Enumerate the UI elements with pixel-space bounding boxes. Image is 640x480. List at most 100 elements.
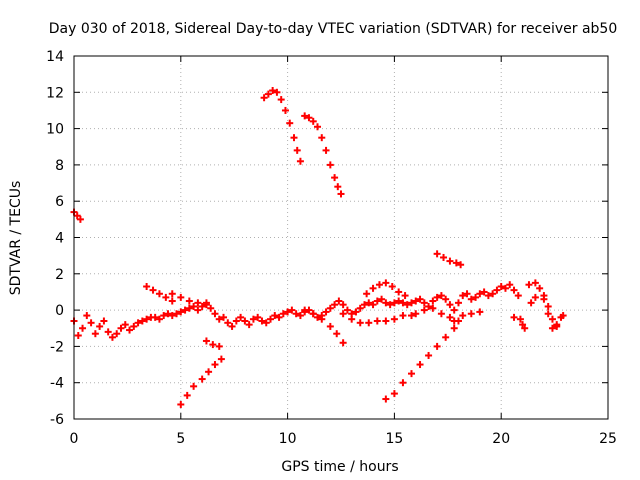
data-point bbox=[185, 304, 193, 312]
data-point bbox=[183, 391, 191, 399]
data-point bbox=[117, 324, 125, 332]
data-point bbox=[113, 330, 121, 338]
data-point bbox=[536, 284, 544, 292]
data-point bbox=[382, 317, 390, 325]
data-point bbox=[104, 328, 112, 336]
data-point bbox=[425, 302, 433, 310]
data-point bbox=[198, 375, 206, 383]
data-point bbox=[309, 117, 317, 125]
data-point bbox=[296, 157, 304, 165]
data-point bbox=[544, 310, 552, 318]
data-point bbox=[531, 279, 539, 287]
data-point bbox=[516, 315, 524, 323]
data-point bbox=[108, 333, 116, 341]
data-point bbox=[121, 321, 129, 329]
data-point bbox=[322, 146, 330, 154]
data-point bbox=[339, 310, 347, 318]
data-point bbox=[264, 90, 272, 98]
data-point bbox=[382, 299, 390, 307]
data-point bbox=[548, 315, 556, 323]
data-point bbox=[425, 351, 433, 359]
data-point bbox=[437, 292, 445, 300]
data-point bbox=[548, 324, 556, 332]
chart-title: Day 030 of 2018, Sidereal Day-to-day VTE… bbox=[49, 21, 618, 37]
data-point bbox=[254, 313, 262, 321]
data-point bbox=[420, 299, 428, 307]
data-point bbox=[375, 281, 383, 289]
data-point bbox=[369, 284, 377, 292]
data-point bbox=[207, 304, 215, 312]
data-point bbox=[433, 250, 441, 258]
data-point bbox=[168, 290, 176, 298]
y-tick-label: 6 bbox=[55, 194, 64, 210]
data-point bbox=[273, 88, 281, 96]
data-point bbox=[519, 321, 527, 329]
data-point bbox=[138, 317, 146, 325]
data-point bbox=[480, 288, 488, 296]
data-point bbox=[476, 290, 484, 298]
data-point bbox=[87, 319, 95, 327]
data-point bbox=[334, 183, 342, 191]
plot-frame bbox=[73, 55, 609, 420]
data-point bbox=[527, 299, 535, 307]
data-point bbox=[450, 317, 458, 325]
data-point bbox=[258, 317, 266, 325]
data-point bbox=[399, 379, 407, 387]
data-point bbox=[290, 134, 298, 142]
data-point bbox=[151, 313, 159, 321]
data-point bbox=[177, 400, 185, 408]
data-point bbox=[553, 322, 561, 330]
data-point bbox=[386, 301, 394, 309]
data-point bbox=[457, 261, 465, 269]
y-tick-label: 2 bbox=[55, 267, 64, 283]
data-point bbox=[339, 339, 347, 347]
axis-ticks: 0 5 10 15 20 25 -6 -4 -2 0 2 4 6 8 10 12 14 bbox=[46, 49, 617, 447]
data-point bbox=[326, 161, 334, 169]
data-point bbox=[493, 286, 501, 294]
data-point bbox=[399, 299, 407, 307]
data-point bbox=[510, 313, 518, 321]
data-point bbox=[168, 297, 176, 305]
y-tick-label: 12 bbox=[46, 85, 64, 101]
data-point bbox=[326, 304, 334, 312]
data-point bbox=[388, 283, 396, 291]
data-point bbox=[271, 312, 279, 320]
data-point bbox=[446, 313, 454, 321]
data-point bbox=[363, 290, 371, 298]
data-point bbox=[269, 86, 277, 94]
y-tick-label: -6 bbox=[50, 412, 64, 428]
data-point bbox=[162, 293, 170, 301]
data-point bbox=[433, 342, 441, 350]
data-point bbox=[343, 306, 351, 314]
data-point bbox=[467, 310, 475, 318]
y-tick-label: 4 bbox=[55, 231, 64, 247]
data-point bbox=[209, 341, 217, 349]
data-point bbox=[420, 306, 428, 314]
data-point bbox=[489, 290, 497, 298]
data-point bbox=[365, 299, 373, 307]
data-point bbox=[260, 94, 268, 102]
data-point bbox=[395, 288, 403, 296]
data-point bbox=[440, 253, 448, 261]
data-point bbox=[281, 106, 289, 114]
data-point bbox=[284, 308, 292, 316]
data-point bbox=[318, 134, 326, 142]
data-point bbox=[134, 319, 142, 327]
data-point bbox=[215, 315, 223, 323]
data-point bbox=[241, 317, 249, 325]
data-point bbox=[277, 96, 285, 104]
data-point bbox=[79, 324, 87, 332]
data-point bbox=[314, 313, 322, 321]
gridlines bbox=[74, 56, 608, 419]
data-point bbox=[149, 286, 157, 294]
data-point bbox=[521, 324, 529, 332]
data-point bbox=[429, 304, 437, 312]
y-tick-label: -2 bbox=[50, 339, 64, 355]
data-point bbox=[211, 310, 219, 318]
data-point bbox=[472, 293, 480, 301]
data-point bbox=[450, 324, 458, 332]
data-point bbox=[395, 297, 403, 305]
data-point bbox=[540, 295, 548, 303]
data-point bbox=[314, 123, 322, 131]
data-point bbox=[429, 297, 437, 305]
